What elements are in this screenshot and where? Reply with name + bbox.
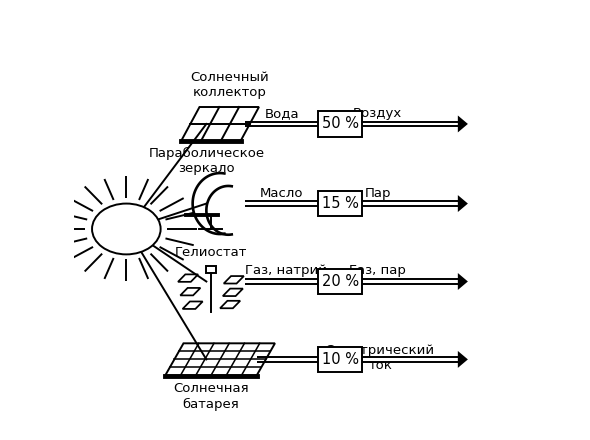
Text: Масло: Масло bbox=[260, 187, 303, 199]
Polygon shape bbox=[458, 351, 468, 368]
Bar bbox=[319, 347, 362, 372]
Text: 10 %: 10 % bbox=[322, 352, 359, 367]
Bar bbox=[206, 266, 216, 273]
Polygon shape bbox=[319, 115, 329, 132]
Polygon shape bbox=[458, 195, 468, 212]
Text: 15 %: 15 % bbox=[322, 196, 359, 211]
Polygon shape bbox=[319, 195, 329, 212]
Text: Газ, натрий: Газ, натрий bbox=[245, 264, 327, 278]
Circle shape bbox=[92, 204, 160, 254]
Text: Газ, пар: Газ, пар bbox=[349, 264, 407, 278]
Text: Электрический
ток: Электрический ток bbox=[326, 344, 434, 372]
Text: Вода: Вода bbox=[264, 107, 299, 120]
Polygon shape bbox=[458, 115, 468, 132]
Text: Пар: Пар bbox=[365, 187, 391, 199]
Polygon shape bbox=[458, 273, 468, 290]
Text: Солнечная
батарея: Солнечная батарея bbox=[173, 382, 249, 411]
Text: 20 %: 20 % bbox=[322, 274, 359, 289]
Bar bbox=[319, 111, 362, 137]
Bar bbox=[319, 269, 362, 294]
Bar bbox=[319, 191, 362, 216]
Text: Гелиостат: Гелиостат bbox=[175, 246, 247, 260]
Text: Солнечный
коллектор: Солнечный коллектор bbox=[190, 70, 268, 99]
Text: Параболическое
зеркало: Параболическое зеркало bbox=[148, 147, 264, 175]
Text: Воздух: Воздух bbox=[353, 107, 402, 120]
Text: 50 %: 50 % bbox=[322, 117, 359, 132]
Polygon shape bbox=[319, 273, 329, 290]
Polygon shape bbox=[319, 351, 329, 368]
